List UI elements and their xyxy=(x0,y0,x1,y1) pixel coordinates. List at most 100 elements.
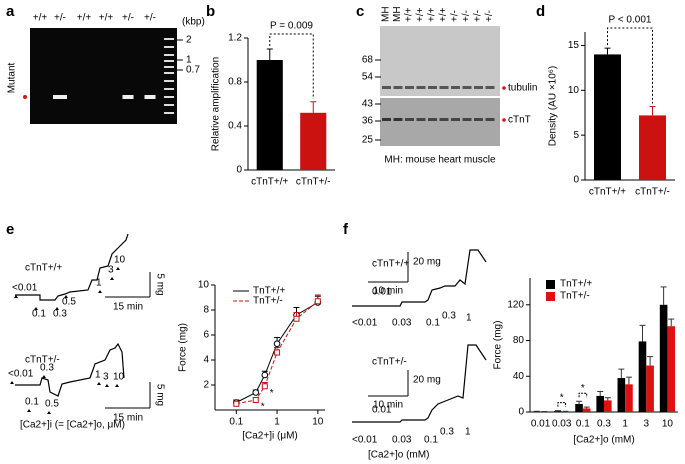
blot-top xyxy=(380,26,500,96)
x-tick-label: 0.01 xyxy=(531,419,551,430)
trace-label: <0.01 xyxy=(352,318,378,329)
band xyxy=(451,86,460,89)
marker xyxy=(233,400,240,407)
arrow xyxy=(110,277,114,280)
lane-label: +/+ xyxy=(33,13,48,24)
band xyxy=(462,86,472,89)
marker-dot xyxy=(23,95,27,99)
lane-label: +/- xyxy=(450,10,461,22)
annotation: * xyxy=(581,383,585,394)
scale-y: 20 mg xyxy=(413,257,441,268)
annotation: P = 0.009 xyxy=(270,21,313,32)
trace-label: 0.5 xyxy=(62,297,76,308)
marker xyxy=(261,371,269,379)
arrow xyxy=(105,384,109,387)
y-tick-label: 4 xyxy=(203,355,209,366)
annotation: P < 0.001 xyxy=(609,15,652,26)
marker-label: 54 xyxy=(362,72,374,83)
band xyxy=(416,118,426,121)
lane-label: +/+ xyxy=(77,13,92,24)
band-dot xyxy=(502,118,506,122)
bar xyxy=(575,403,583,412)
x-tick-label: 10 xyxy=(312,417,324,428)
ladder-band xyxy=(164,88,174,90)
scale-y: 20 mg xyxy=(413,375,441,386)
trace-label: 0.1 xyxy=(426,318,440,329)
gel xyxy=(30,28,177,124)
x-tick-label: 1 xyxy=(622,419,628,430)
scale-x: 10 min xyxy=(373,400,403,411)
band xyxy=(428,86,437,89)
y-tick-label: 80 xyxy=(513,335,525,346)
trace-label: 10 xyxy=(113,372,125,383)
scale-y: 5 mg xyxy=(154,384,165,406)
annotation: * xyxy=(560,392,564,403)
x-tick-label: 10 xyxy=(662,419,674,430)
panel-label: d xyxy=(536,3,545,20)
trace-name: cTnT+/- xyxy=(372,357,407,368)
x-axis-label: [Ca2+]o (mM) xyxy=(573,435,634,446)
trace xyxy=(15,342,125,397)
y-tick-label: 2 xyxy=(203,380,209,391)
y-tick-label: 120 xyxy=(507,299,524,310)
x-tick-label: 0.1 xyxy=(229,417,243,428)
y-tick-label: 40 xyxy=(513,371,525,382)
y-tick-label: 0 xyxy=(573,175,579,186)
lane-label: +/+ xyxy=(427,7,438,22)
lane-label: +/- xyxy=(122,13,134,24)
bar xyxy=(639,115,666,180)
annotation: * xyxy=(270,388,274,399)
trace-label: 1 xyxy=(96,278,102,289)
scale-x: 10 min xyxy=(373,286,403,297)
x-tick-label: cTnT+/- xyxy=(296,177,331,188)
lane-label: +/+ xyxy=(415,7,426,22)
trace xyxy=(15,233,129,301)
band xyxy=(485,118,495,121)
arrow xyxy=(34,307,38,310)
y-axis-label: Force (mg) xyxy=(178,323,189,372)
arrow xyxy=(115,384,119,387)
arrow xyxy=(116,267,120,270)
trace-label: 0.3 xyxy=(442,311,456,322)
trace-label: 0.01 xyxy=(372,287,392,298)
size-label: 2 xyxy=(186,35,192,46)
lane-label: MH xyxy=(392,6,403,22)
bracket xyxy=(607,27,653,104)
y-tick-label: 8 xyxy=(203,305,209,316)
lane-label: +/+ xyxy=(404,7,415,22)
ladder-band xyxy=(164,112,174,114)
band xyxy=(405,118,414,121)
trace-label: <0.01 xyxy=(352,435,378,446)
x-axis-label: [Ca2+]i (μM) xyxy=(242,431,298,442)
trace-label: 0.1 xyxy=(32,309,46,320)
bracket xyxy=(269,33,314,99)
band xyxy=(144,95,156,99)
trace-label: 0.03 xyxy=(392,318,412,329)
trace-label: 0.3 xyxy=(40,363,54,374)
arrow xyxy=(42,375,46,378)
bar xyxy=(625,384,633,412)
bar xyxy=(596,395,604,412)
trace-axis: [Ca2+]o (mM) xyxy=(368,450,429,461)
ladder-band xyxy=(164,72,174,74)
marker-label: 36 xyxy=(362,116,374,127)
band xyxy=(382,118,391,121)
y-tick-label: 5 xyxy=(573,130,579,141)
lane-label: +/- xyxy=(54,13,66,24)
trace-label: 1 xyxy=(466,313,472,324)
marker xyxy=(293,315,300,322)
panel-label: b xyxy=(206,3,215,20)
marker-label: 68 xyxy=(362,55,374,66)
lane-label: +/- xyxy=(473,10,484,22)
ladder-band xyxy=(164,54,174,56)
y-axis-label: Force (mg) xyxy=(493,321,504,370)
band xyxy=(382,86,391,89)
ladder-band xyxy=(164,104,174,106)
marker xyxy=(261,383,268,390)
lane-label: +/- xyxy=(484,10,495,22)
trace-label: 0.3 xyxy=(53,309,67,320)
marker-label: 25 xyxy=(362,135,374,146)
y-tick-label: 1.2 xyxy=(228,33,242,44)
band xyxy=(393,86,403,89)
arrow xyxy=(27,409,31,412)
